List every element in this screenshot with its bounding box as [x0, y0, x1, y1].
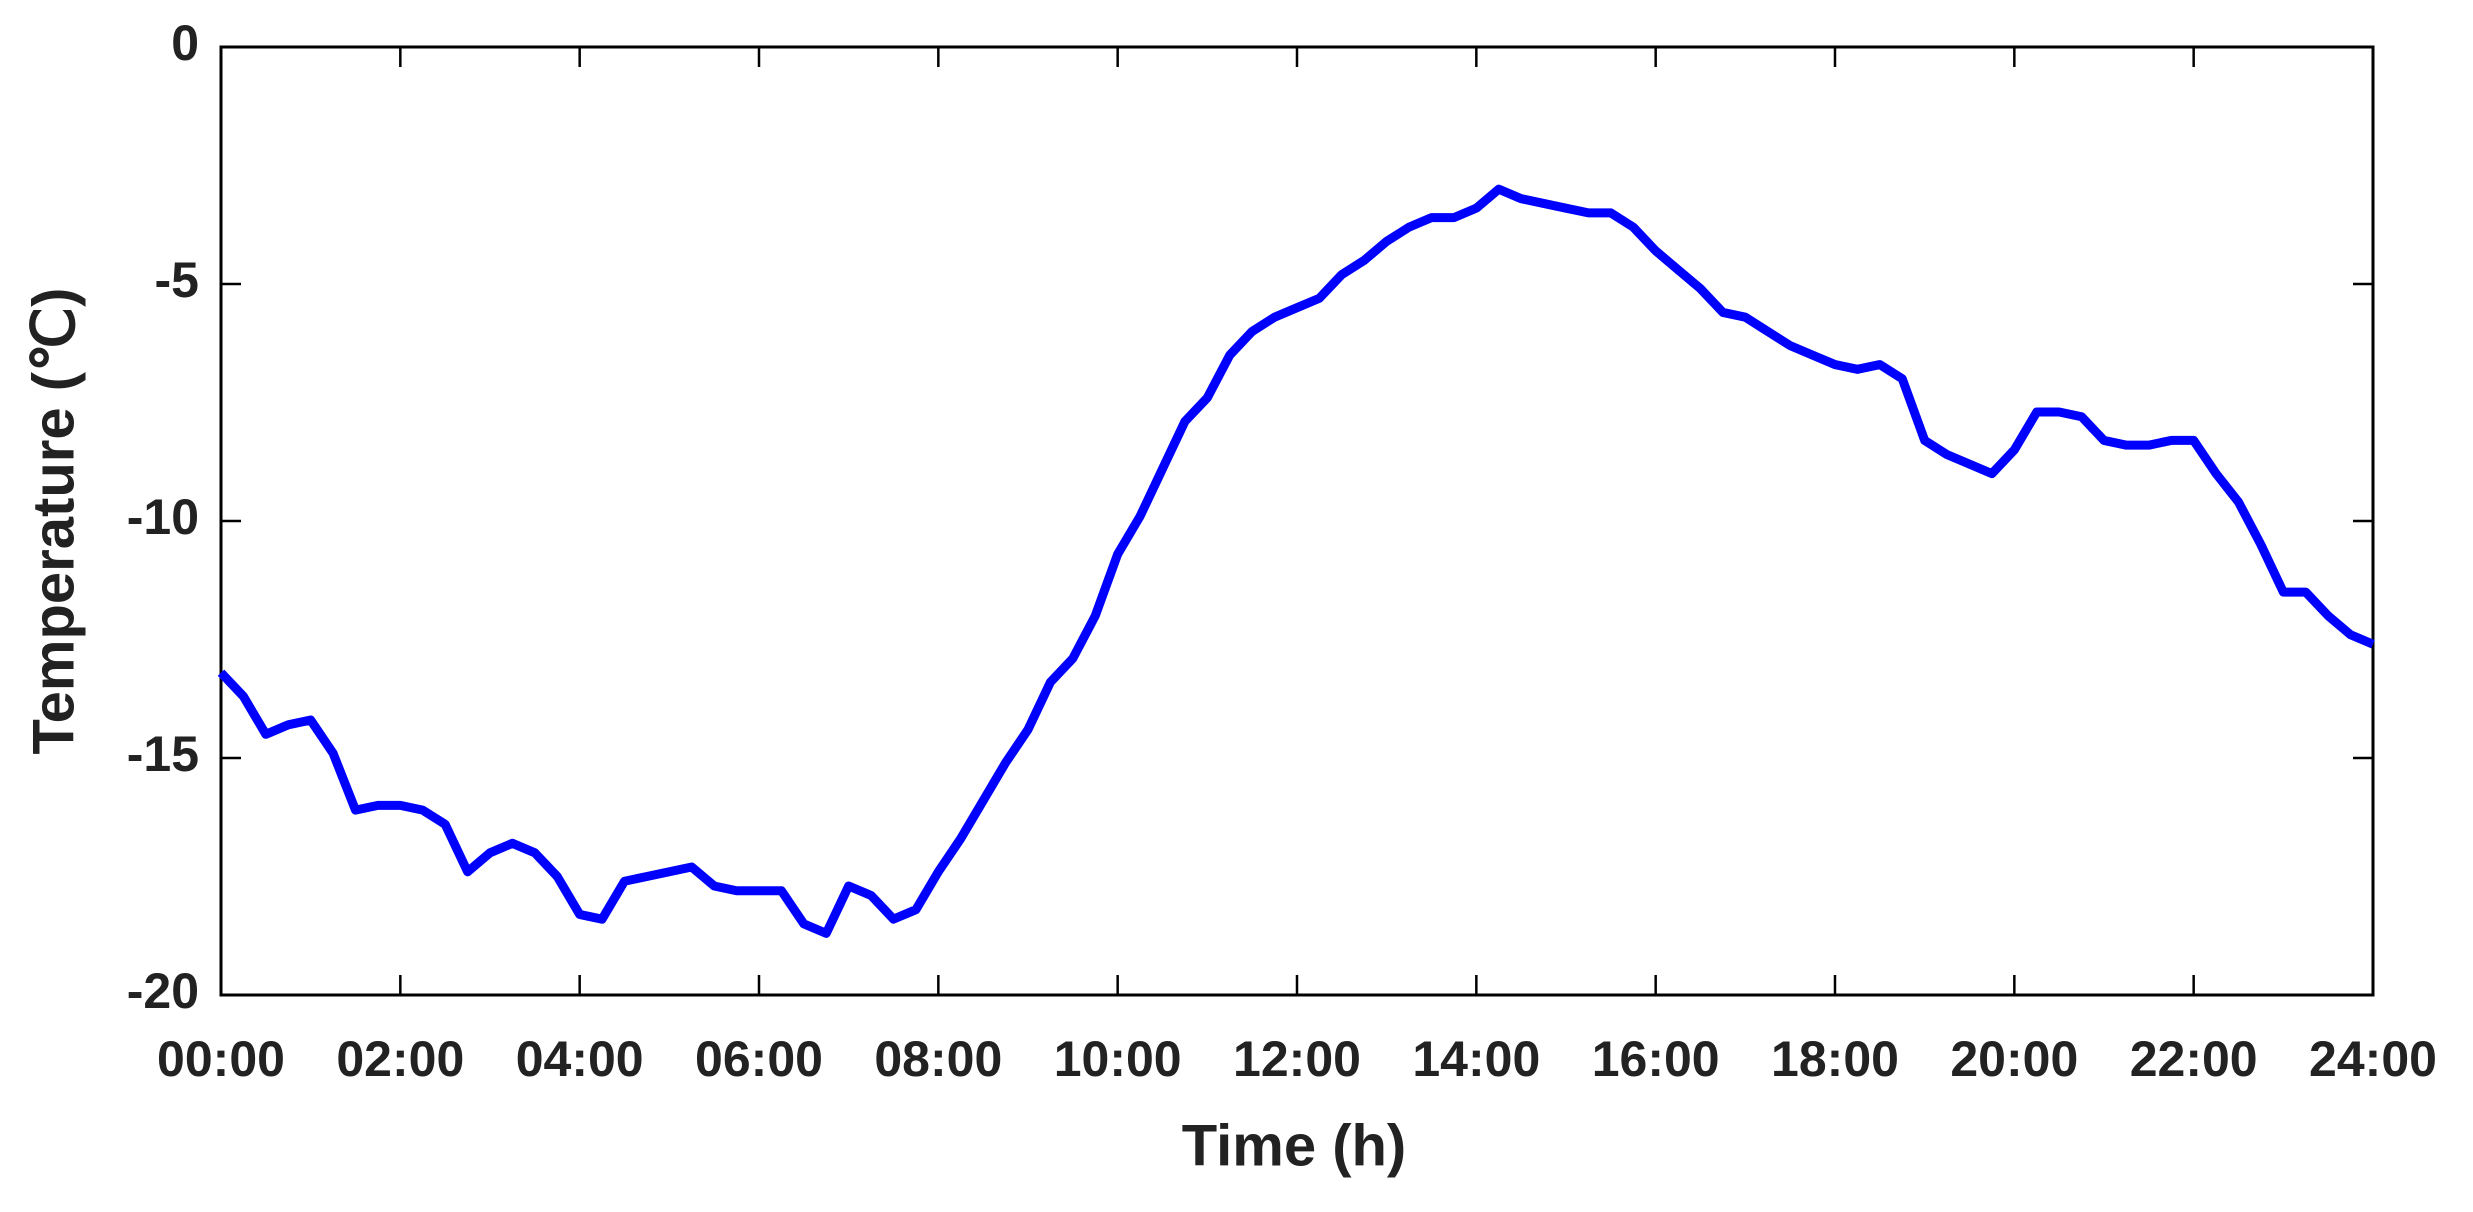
x-axis-label: Time (h) [1182, 1113, 1407, 1178]
x-tick-label: 24:00 [2309, 1031, 2437, 1087]
x-tick-label: 10:00 [1054, 1031, 1182, 1087]
y-tick-label: -5 [155, 252, 199, 308]
x-tick-label: 12:00 [1233, 1031, 1361, 1087]
y-tick-label: -15 [127, 726, 199, 782]
y-tick-label: -10 [127, 489, 199, 545]
x-tick-label: 04:00 [516, 1031, 644, 1087]
y-tick-label: -20 [127, 963, 199, 1019]
x-tick-label: 22:00 [2130, 1031, 2258, 1087]
plot-frame [219, 45, 2375, 997]
x-tick-label: 20:00 [1950, 1031, 2078, 1087]
x-tick-label: 00:00 [157, 1031, 285, 1087]
x-tick-label: 08:00 [874, 1031, 1002, 1087]
x-tick-label: 06:00 [695, 1031, 823, 1087]
y-tick-label: 0 [171, 15, 199, 71]
line-series [217, 184, 2375, 938]
x-tick-label: 16:00 [1592, 1031, 1720, 1087]
x-tick-label: 14:00 [1412, 1031, 1540, 1087]
x-tick-label: 18:00 [1771, 1031, 1899, 1087]
y-axis-label: Temperature (℃) [21, 288, 86, 755]
x-tick-label: 02:00 [336, 1031, 464, 1087]
